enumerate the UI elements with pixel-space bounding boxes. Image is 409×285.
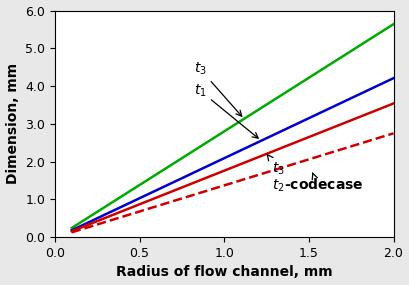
Text: $t_2$-codecase: $t_2$-codecase	[272, 173, 363, 194]
Y-axis label: Dimension, mm: Dimension, mm	[6, 63, 20, 184]
Text: $t_3$: $t_3$	[267, 155, 284, 177]
X-axis label: Radius of flow channel, mm: Radius of flow channel, mm	[116, 265, 333, 280]
Text: $t_3$: $t_3$	[194, 61, 242, 116]
Text: $t_1$: $t_1$	[194, 82, 258, 138]
